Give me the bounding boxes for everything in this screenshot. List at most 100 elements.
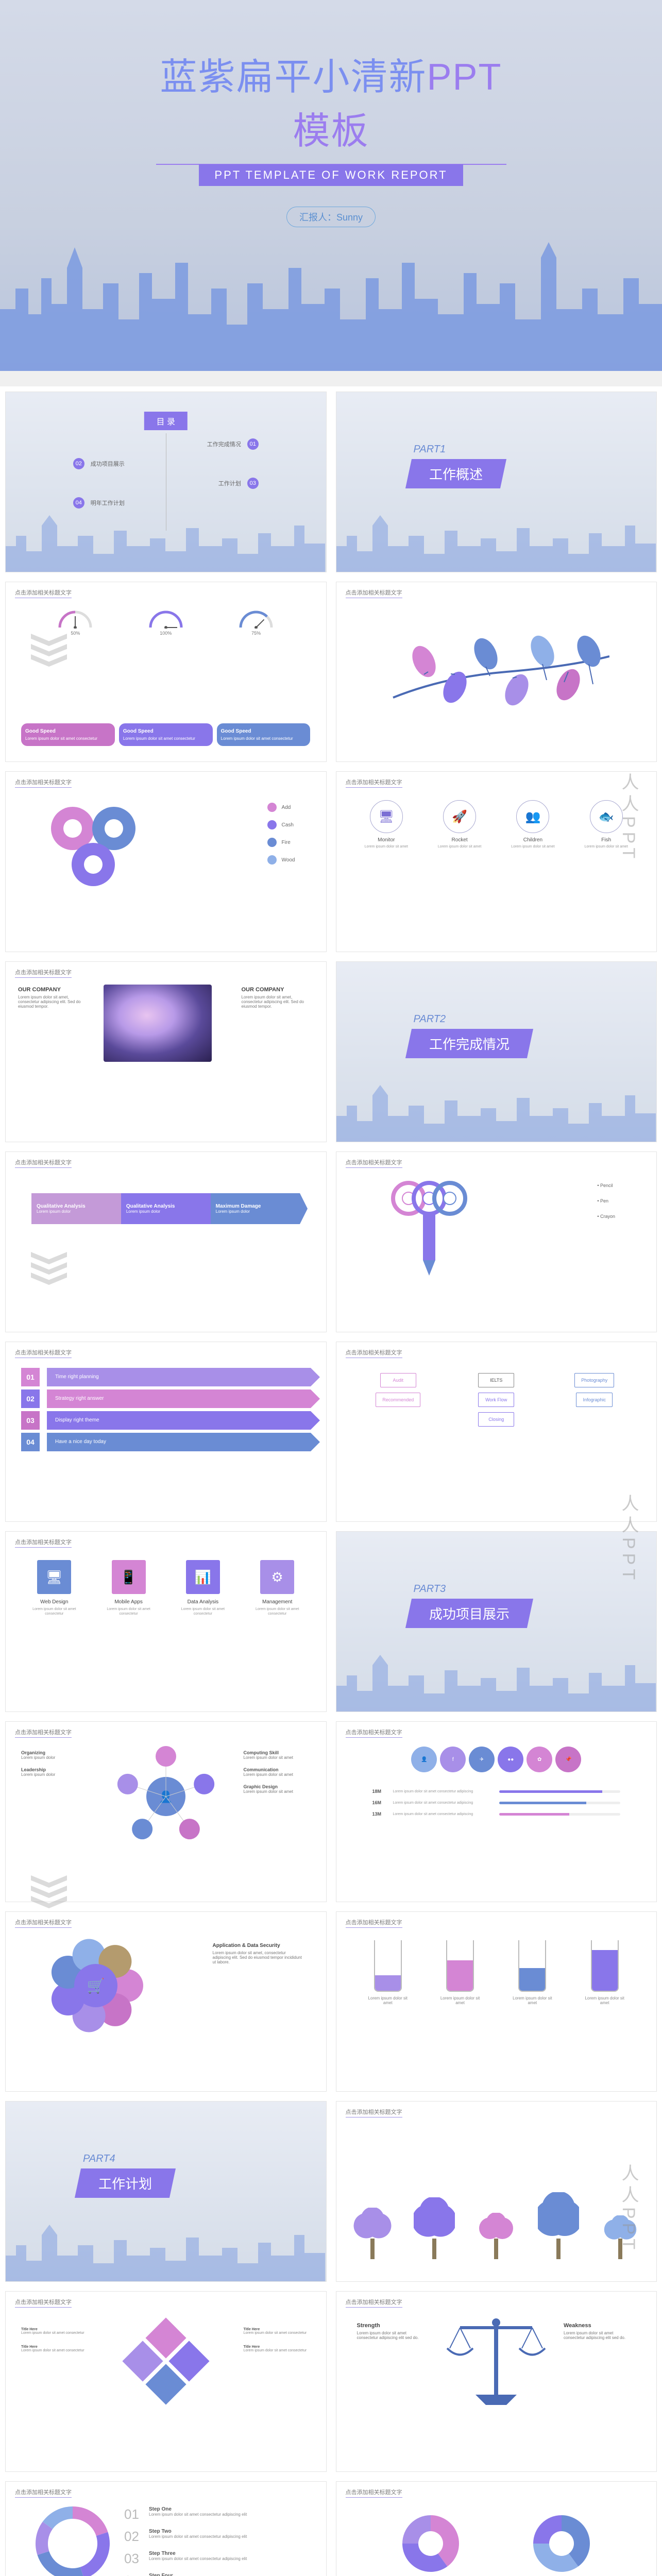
text-heading: Application & Data Security xyxy=(213,1943,305,1948)
blob-graphic xyxy=(37,798,150,892)
scale-text-left: Strength Lorem ipsum dolor sit amet cons… xyxy=(357,2323,429,2340)
flow-diagram: AuditRecommendedIELTSWork FlowClosingPho… xyxy=(357,1373,636,1427)
slide-numbered-arrows: 点击添加相关标题文字 01020304 Time right planningS… xyxy=(5,1342,327,1522)
toc-item: 工作计划03 xyxy=(73,478,259,489)
toc-heading: 目 录 xyxy=(144,412,188,430)
slide-branch: 点击添加相关标题文字 xyxy=(336,582,657,762)
skyline-graphic xyxy=(336,510,656,572)
slide-section-2: PART2 工作完成情况 xyxy=(336,961,657,1142)
slide-header: 点击添加相关标题文字 xyxy=(15,778,72,788)
slide-header: 点击添加相关标题文字 xyxy=(15,2488,72,2498)
hub-graphic: 👤 xyxy=(107,1745,225,1850)
hero-cover: 蓝紫扁平小清新PPT模板 PPT TEMPLATE OF WORK REPORT… xyxy=(0,0,662,371)
toc-label: 工作完成情况 xyxy=(73,440,247,448)
branch-svg xyxy=(336,603,657,752)
slide-flower: 点击添加相关标题文字 🛒 Application & Data Security… xyxy=(5,1911,327,2092)
tree-row xyxy=(352,2192,641,2261)
section-title: 工作概述 xyxy=(429,464,483,483)
slide-header: 点击添加相关标题文字 xyxy=(15,588,72,598)
text-body: Lorem ipsum dolor sit amet, consectetur … xyxy=(242,995,314,1009)
section-title: 工作完成情况 xyxy=(429,1034,510,1053)
skyline-graphic xyxy=(6,2219,325,2281)
toc-items: 工作完成情况01 02成功项目展示 工作计划03 04明年工作计划 xyxy=(73,438,259,517)
slide-hub: 点击添加相关标题文字 👤 OrganizingLorem ipsum dolor… xyxy=(5,1721,327,1902)
section-title: 工作计划 xyxy=(98,2174,152,2193)
slide-scale: 点击添加相关标题文字 Strength Lorem ipsum dolor si… xyxy=(336,2291,657,2472)
donut-graphic xyxy=(31,2502,114,2576)
skyline-graphic xyxy=(6,510,325,572)
galaxy-text-left: OUR COMPANY Lorem ipsum dolor sit amet, … xyxy=(18,987,90,1009)
skyline-graphic xyxy=(336,1080,656,1142)
slide-header: 点击添加相关标题文字 xyxy=(15,968,72,978)
toc-item: 工作完成情况01 xyxy=(73,438,259,450)
flower-text: Application & Data Security Lorem ipsum … xyxy=(213,1943,305,1964)
sq-icon-row: 🖥Web DesignLorem ipsum dolor sit amet co… xyxy=(6,1560,326,1616)
text-heading: OUR COMPANY xyxy=(18,987,90,993)
scale-text-right: Weakness Lorem ipsum dolor sit amet cons… xyxy=(564,2323,636,2340)
skyline-graphic xyxy=(0,237,662,371)
slide-arrows3: 点击添加相关标题文字 Qualitative AnalysisLorem ips… xyxy=(5,1151,327,1332)
toc-label: 明年工作计划 xyxy=(84,499,259,507)
text-body: Lorem ipsum dolor sit amet, consectetur … xyxy=(213,1951,305,1964)
section-part: PART3 xyxy=(414,1583,446,1595)
title-part1: 蓝紫扁平小清新 xyxy=(160,57,427,98)
slide-header: 点击添加相关标题文字 xyxy=(15,2298,72,2308)
pencil-legend: • Pencil• Pen• Crayon xyxy=(597,1183,615,1219)
slide-header: 点击添加相关标题文字 xyxy=(15,1348,72,1358)
toc-num: 02 xyxy=(73,458,84,469)
slide-header: 点击添加相关标题文字 xyxy=(15,1918,72,1928)
hub-list-right: Computing SkillLorem ipsum dolor sit ame… xyxy=(244,1750,311,1801)
slide-header: 点击添加相关标题文字 xyxy=(15,1728,72,1738)
slide-toc: 目 录 工作完成情况01 02成功项目展示 工作计划03 04明年工作计划 xyxy=(5,392,327,572)
slide-diamond: 点击添加相关标题文字 Title HereLorem ipsum dolor s… xyxy=(5,2291,327,2472)
skyline-graphic xyxy=(336,1650,656,1711)
section-banner: 成功项目展示 xyxy=(405,1599,533,1628)
text-body: Lorem ipsum dolor sit amet consectetur a… xyxy=(564,2331,636,2340)
social-bars: 18MLorem ipsum dolor sit amet consectetu… xyxy=(372,1789,621,1823)
scale-graphic xyxy=(439,2312,553,2417)
galaxy-text-right: OUR COMPANY Lorem ipsum dolor sit amet, … xyxy=(242,987,314,1009)
section-part: PART2 xyxy=(414,1013,446,1025)
diamond-graphic xyxy=(122,2317,210,2406)
slide-header: 点击添加相关标题文字 xyxy=(346,1918,402,1928)
toc-item: 04明年工作计划 xyxy=(73,497,259,509)
slide-header: 点击添加相关标题文字 xyxy=(15,1158,72,1168)
text-body: Lorem ipsum dolor sit amet consectetur a… xyxy=(357,2331,429,2340)
slide-blobs: 点击添加相关标题文字 AddCashFireWood xyxy=(5,771,327,952)
toc-num: 03 xyxy=(247,478,259,489)
text-heading: Strength xyxy=(357,2323,429,2329)
slide-dual-pie: 点击添加相关标题文字 Title Goes HereLorem ipsum do… xyxy=(336,2481,657,2576)
section-title: 成功项目展示 xyxy=(429,1604,510,1623)
section-banner: 工作完成情况 xyxy=(405,1029,533,1058)
slide-header: 点击添加相关标题文字 xyxy=(346,1728,402,1738)
svg-text:🛒: 🛒 xyxy=(87,1977,105,1994)
slide-header: 点击添加相关标题文字 xyxy=(346,588,402,598)
gauge-boxes: Good SpeedLorem ipsum dolor sit amet con… xyxy=(21,723,311,746)
slide-trees: 点击添加相关标题文字 xyxy=(336,2101,657,2282)
num-col: 01020304 xyxy=(21,1368,40,1451)
slide-header: 点击添加相关标题文字 xyxy=(346,1348,402,1358)
donut-legend: 01Step OneLorem ipsum dolor sit amet con… xyxy=(124,2506,305,2576)
slide-header: 点击添加相关标题文字 xyxy=(346,2298,402,2308)
slide-pencil: 点击添加相关标题文字 • Pencil• Pen• Crayon xyxy=(336,1151,657,1332)
text-heading: Weakness xyxy=(564,2323,636,2329)
toc-num: 01 xyxy=(247,438,259,450)
slide-header: 点击添加相关标题文字 xyxy=(346,778,402,788)
galaxy-image xyxy=(104,985,212,1062)
slide-gauges: 点击添加相关标题文字 50%100%75% Good SpeedLorem ip… xyxy=(5,582,327,762)
slide-sq-icons: 点击添加相关标题文字 🖥Web DesignLorem ipsum dolor … xyxy=(5,1531,327,1712)
slide-header: 点击添加相关标题文字 xyxy=(346,2108,402,2117)
toc-label: 工作计划 xyxy=(73,479,247,487)
slides-grid: 目 录 工作完成情况01 02成功项目展示 工作计划03 04明年工作计划 PA… xyxy=(0,386,662,2576)
presenter-name: Sunny xyxy=(336,212,363,223)
slide-header: 点击添加相关标题文字 xyxy=(15,1538,72,1548)
flower-graphic: 🛒 xyxy=(42,1931,150,2041)
circle-icon-row: 🖥MonitorLorem ipsum dolor sit amet🚀Rocke… xyxy=(336,800,657,849)
slide-circle-icons: 点击添加相关标题文字 🖥MonitorLorem ipsum dolor sit… xyxy=(336,771,657,952)
toc-label: 成功项目展示 xyxy=(84,460,259,468)
beaker-row: 30%Lorem ipsum dolor sit amet60%Lorem ip… xyxy=(336,1940,657,2005)
hero-title-cn: 蓝紫扁平小清新PPT模板 xyxy=(156,46,506,155)
slide-header: 点击添加相关标题文字 xyxy=(346,1158,402,1168)
hero-title-block: 蓝紫扁平小清新PPT模板 PPT TEMPLATE OF WORK REPORT… xyxy=(156,46,506,227)
presenter-label: 汇报人： xyxy=(299,212,336,223)
